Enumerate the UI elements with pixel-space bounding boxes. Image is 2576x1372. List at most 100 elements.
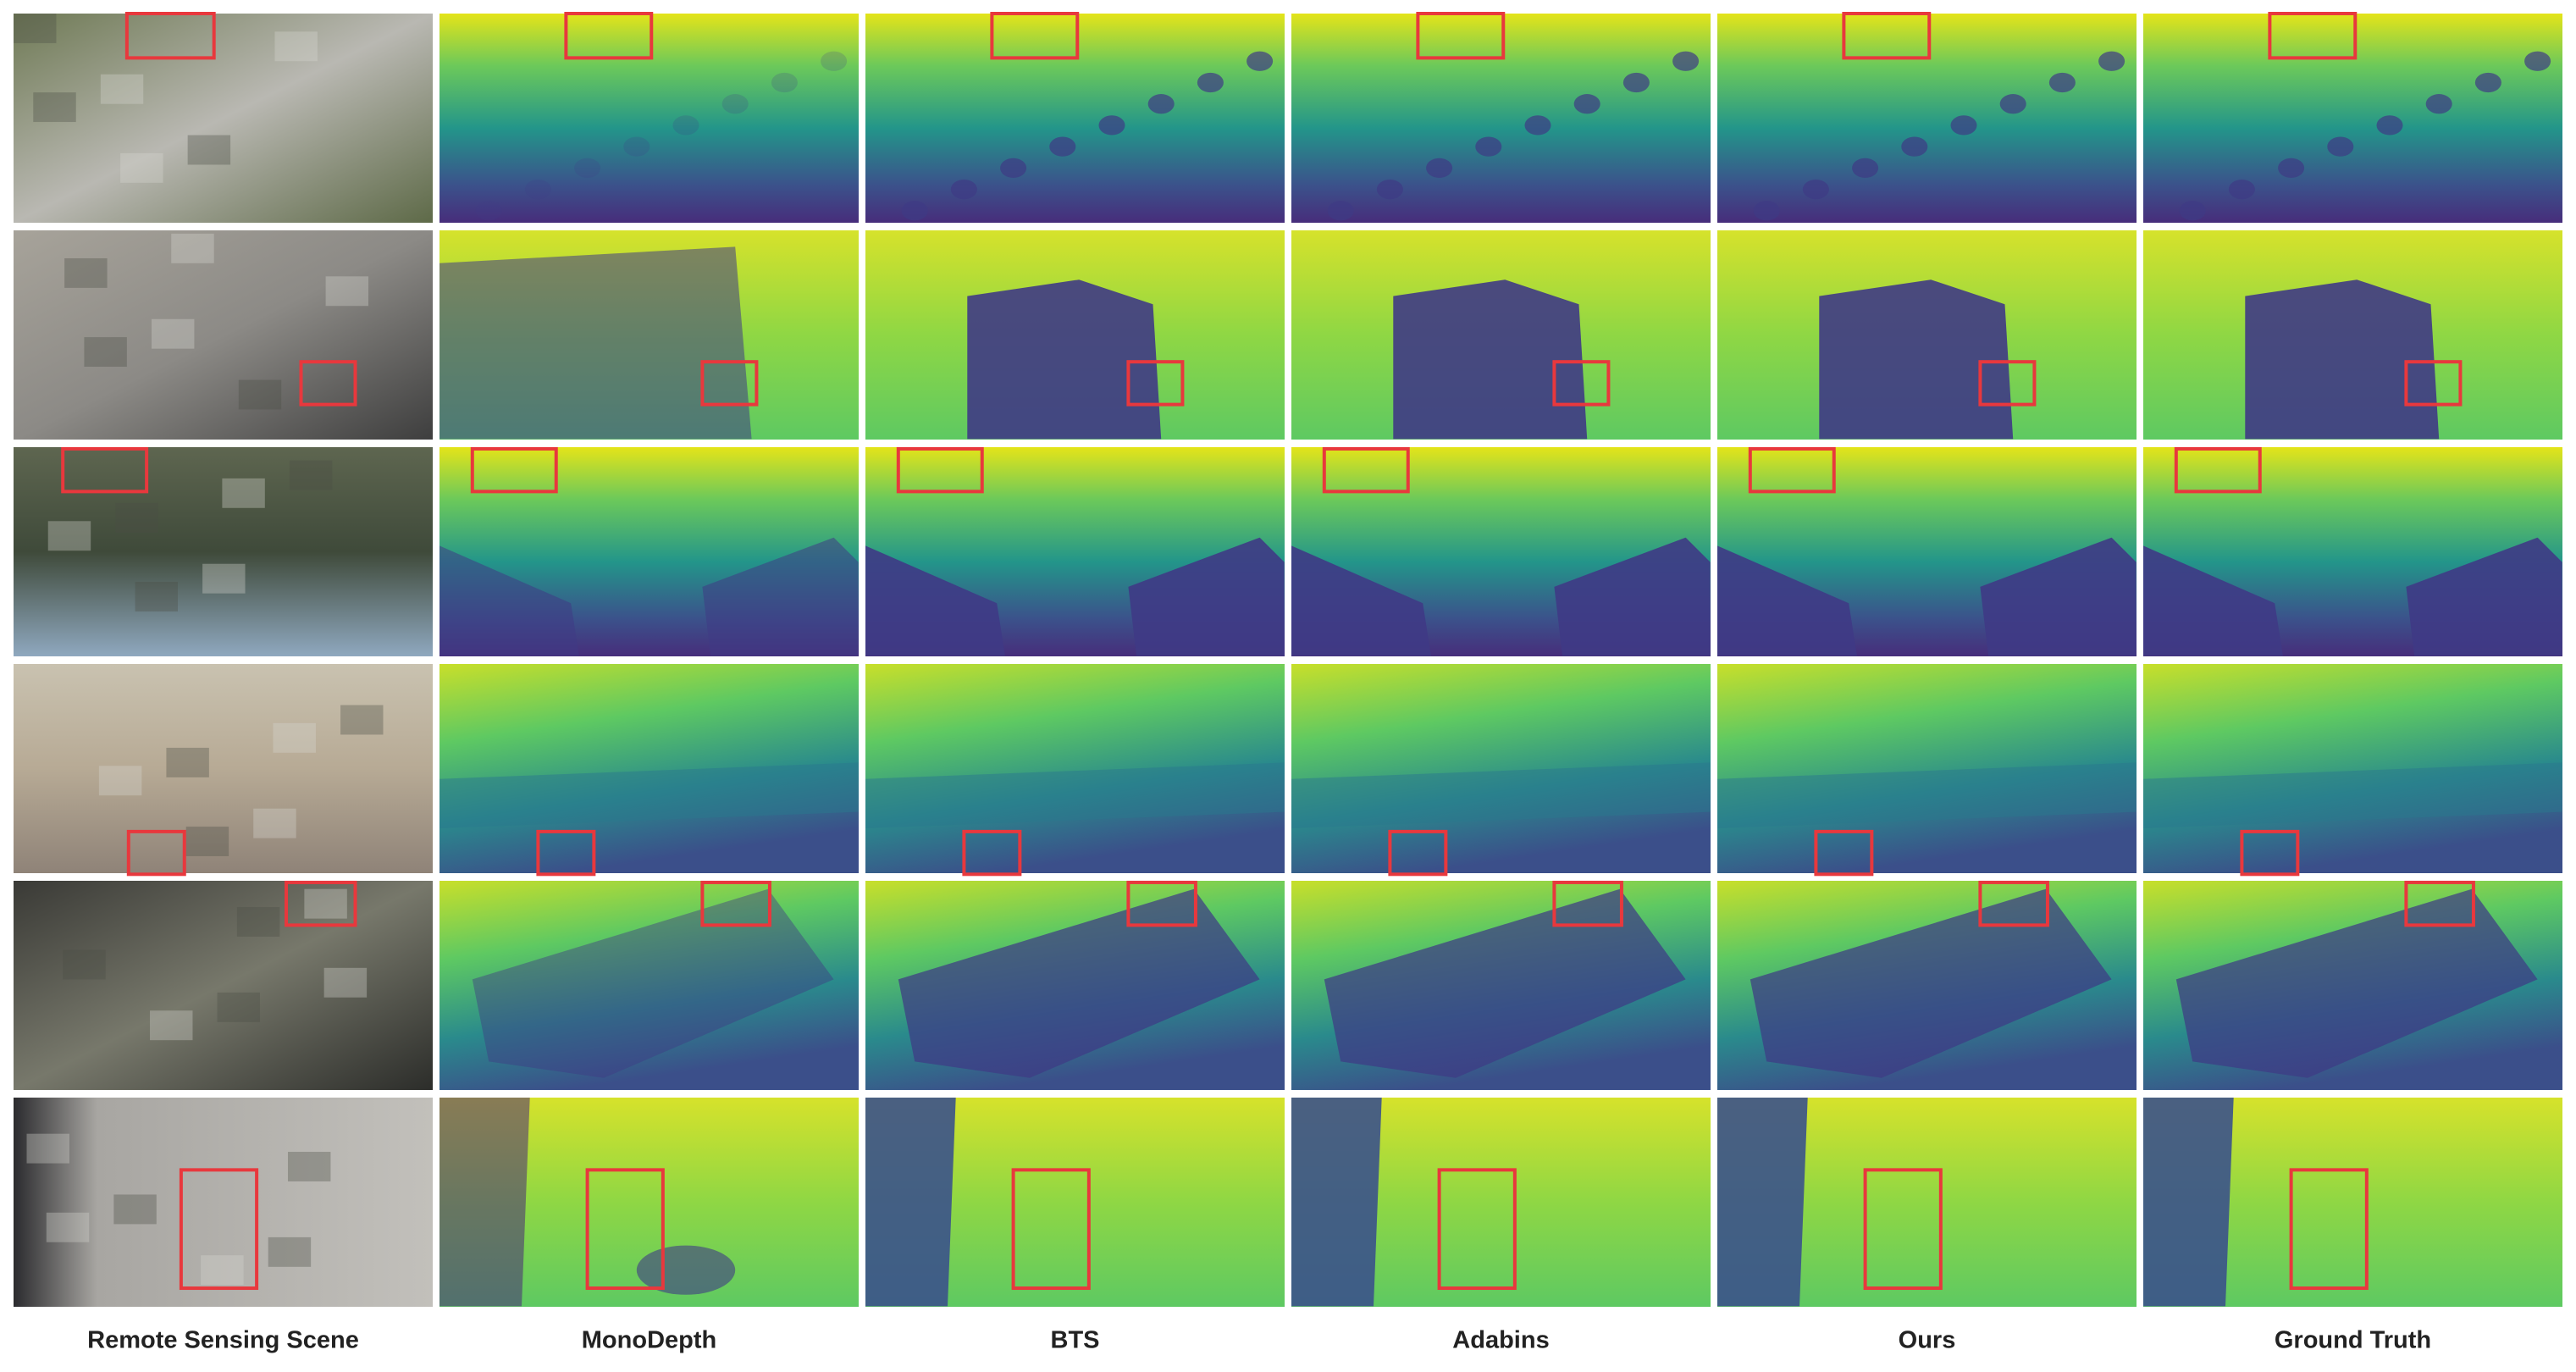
depth-blob (1426, 158, 1453, 178)
scene-structure (26, 1133, 69, 1164)
depth-blob (2376, 115, 2403, 136)
highlight-box (700, 880, 771, 927)
depth-map (1291, 446, 1711, 656)
depth-blob (672, 115, 699, 136)
highlight-box (124, 12, 216, 60)
depth-blob (475, 201, 502, 221)
highlight-box (700, 360, 759, 407)
depth-blob (2048, 72, 2076, 93)
depth-map (2143, 880, 2562, 1090)
depth-blob (472, 888, 834, 1078)
depth-blob (2524, 51, 2551, 71)
scene-structure (84, 337, 127, 368)
depth-blob (574, 158, 601, 178)
depth-blob (1327, 201, 1354, 221)
depth-map (1717, 1098, 2137, 1307)
highlight-box (299, 360, 357, 407)
scene-structure (98, 766, 142, 796)
depth-map (439, 446, 859, 656)
scene-structure (166, 747, 209, 777)
image-background (439, 881, 859, 1090)
depth-map (439, 1098, 859, 1307)
depth-blob (865, 545, 1005, 656)
scene-structure (47, 521, 91, 551)
depth-blob (1554, 537, 1711, 656)
depth-map (865, 880, 1285, 1090)
depth-blob (1717, 762, 2137, 828)
highlight-box (1322, 446, 1410, 494)
depth-blob (702, 537, 859, 656)
depth-map (2143, 664, 2562, 877)
depth-blob (2143, 545, 2283, 656)
image-background (14, 664, 433, 873)
highlight-box (2174, 446, 2262, 494)
depth-blob (1376, 179, 1403, 200)
column-label: Adabins (1452, 1327, 1549, 1354)
depth-map (865, 446, 1285, 656)
scene-structure (325, 276, 369, 307)
image-background (2143, 14, 2562, 223)
depth-blob (439, 246, 752, 440)
highlight-box (1388, 829, 1448, 877)
depth-blob (2228, 179, 2255, 200)
scene-structure (187, 135, 231, 165)
depth-blob (2098, 51, 2125, 71)
depth-blob (1393, 279, 1588, 440)
column-label: Ours (1899, 1327, 1956, 1354)
depth-blob (1999, 94, 2026, 114)
highlight-box (285, 880, 357, 927)
column-label: Ground Truth (2275, 1327, 2431, 1354)
depth-map (2143, 446, 2562, 656)
depth-map (1717, 446, 2137, 656)
depth-map (1717, 230, 2137, 440)
scene-structure (201, 1255, 244, 1286)
scene-structure (289, 460, 333, 490)
depth-blob (1524, 115, 1551, 136)
scene-structure (340, 705, 384, 735)
highlight-box (536, 829, 596, 877)
image-background (865, 14, 1285, 223)
scene-structure (63, 949, 106, 980)
image-background (14, 14, 433, 223)
depth-blob (439, 1098, 530, 1307)
scene-structure (113, 1194, 157, 1225)
scene-structure (33, 92, 76, 123)
scene-structure (323, 967, 368, 998)
scene-image (14, 12, 433, 223)
column-label: MonoDepth (582, 1327, 716, 1354)
depth-map (439, 880, 859, 1090)
image-background (14, 1098, 433, 1307)
depth-map (1291, 1098, 1711, 1307)
scene-structure (185, 827, 229, 856)
highlight-box (564, 12, 654, 60)
highlight-box (1842, 12, 1932, 60)
highlight-box (1814, 829, 1874, 877)
depth-blob (1147, 94, 1175, 114)
image-background (14, 230, 433, 440)
depth-blob (1717, 545, 1857, 656)
depth-blob (2425, 94, 2452, 114)
depth-map (1717, 880, 2137, 1090)
scene-image (14, 664, 433, 877)
depth-blob (898, 888, 1260, 1078)
depth-map (2143, 230, 2562, 440)
highlight-box (2404, 360, 2463, 407)
scene-structure (64, 257, 108, 288)
column-label: BTS (1051, 1327, 1100, 1354)
depth-blob (1753, 201, 1780, 221)
highlight-box (1011, 1168, 1091, 1291)
scene-structure (222, 478, 265, 508)
depth-blob (821, 51, 848, 71)
depth-blob (1049, 136, 1076, 157)
highlight-box (585, 1168, 665, 1291)
depth-blob (1291, 762, 1711, 828)
depth-blob (901, 201, 928, 221)
depth-map (2143, 12, 2562, 223)
highlight-box (1437, 1168, 1517, 1291)
scene-structure (14, 14, 57, 43)
depth-blob (1291, 545, 1431, 656)
scene-structure (171, 233, 214, 263)
highlight-box (2289, 1168, 2369, 1291)
depth-blob (1247, 51, 1274, 71)
